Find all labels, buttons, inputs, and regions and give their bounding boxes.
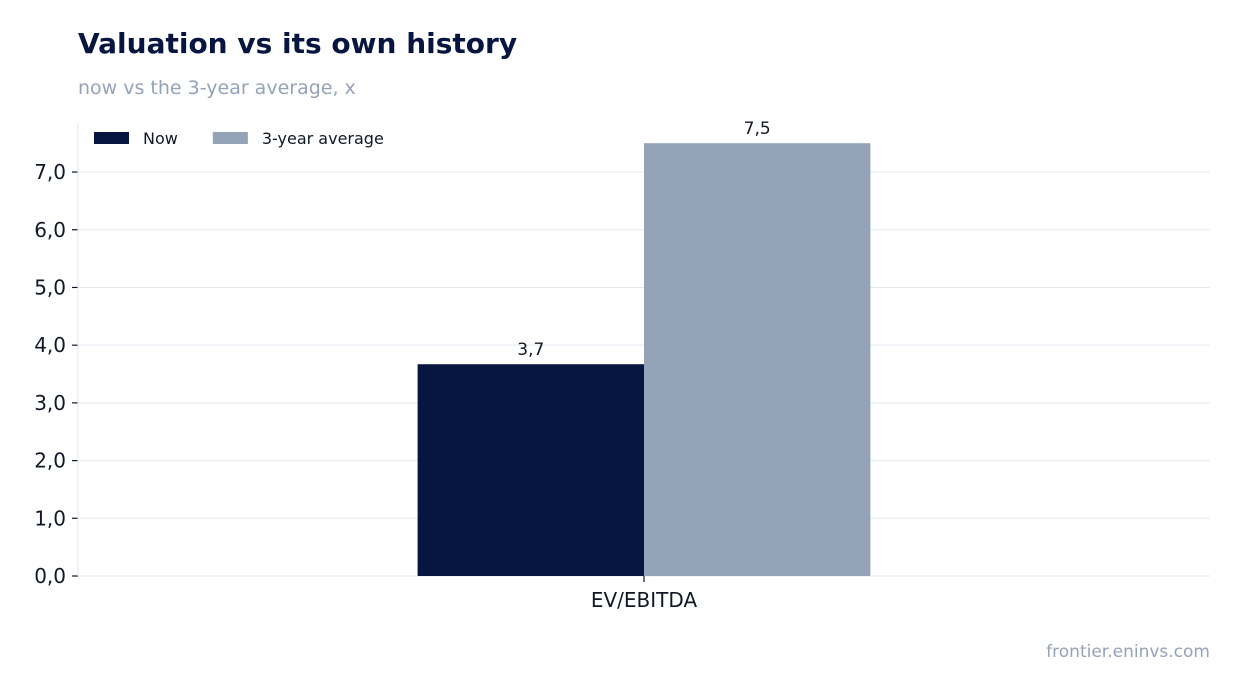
y-tick-label: 0,0 — [34, 564, 66, 588]
bar-now — [417, 364, 644, 576]
y-tick-label: 6,0 — [34, 218, 66, 242]
legend-label: Now — [143, 129, 178, 148]
source-label: frontier.eninvs.com — [1046, 642, 1210, 662]
bar-value-label: 7,5 — [744, 119, 771, 139]
y-tick-label: 5,0 — [34, 275, 66, 299]
x-tick-label: EV/EBITDA — [591, 588, 698, 612]
y-tick-label: 4,0 — [34, 333, 66, 357]
legend-swatch — [94, 132, 129, 144]
y-tick-label: 2,0 — [34, 449, 66, 473]
bar-3-year-average — [644, 143, 871, 576]
bar-value-label: 3,7 — [517, 340, 544, 360]
y-tick-label: 7,0 — [34, 160, 66, 184]
chart-subtitle: now vs the 3-year average, x — [78, 77, 356, 99]
legend-swatch — [212, 132, 248, 144]
y-tick-label: 3,0 — [34, 391, 66, 415]
legend-label: 3-year average — [262, 129, 384, 148]
y-tick-label: 1,0 — [34, 506, 66, 530]
chart-title: Valuation vs its own history — [78, 27, 518, 60]
